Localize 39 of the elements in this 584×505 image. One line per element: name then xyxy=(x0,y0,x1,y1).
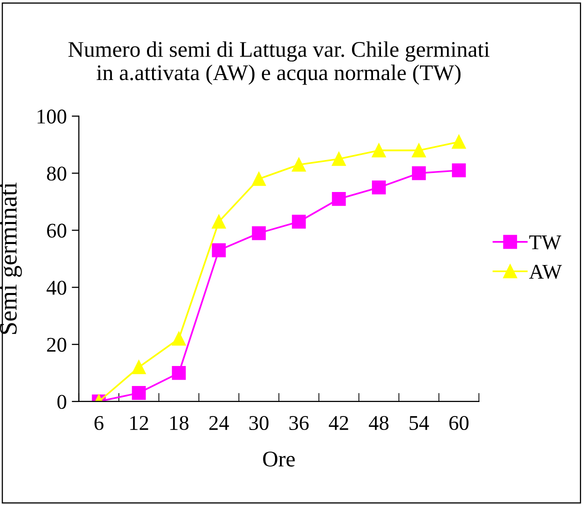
y-axis-title: Semi germinati xyxy=(0,182,22,334)
point xyxy=(252,172,266,186)
legend-label: TW xyxy=(529,236,562,250)
point xyxy=(252,226,266,240)
y-tick-label: 60 xyxy=(47,224,66,238)
point xyxy=(132,360,146,374)
point xyxy=(212,243,226,258)
y-tick-label: 100 xyxy=(38,110,66,124)
point xyxy=(172,332,186,346)
chart-title: Numero di semi di Lattuga var. Chile germinati in a.attivata (AW) e acqua normale (TW) xyxy=(68,41,490,85)
y-tick-label: 40 xyxy=(46,280,66,295)
x-tick-label: 36 xyxy=(289,416,309,430)
point xyxy=(132,386,146,400)
legend-label: AW xyxy=(529,264,562,279)
point xyxy=(412,143,426,158)
point xyxy=(452,134,466,149)
x-tick-label: 12 xyxy=(130,416,148,430)
x-tick-label: 18 xyxy=(170,416,188,430)
x-tick-label: 24 xyxy=(209,416,229,430)
y-tick-label: 0 xyxy=(57,394,66,409)
x-tick-label: 6 xyxy=(94,416,104,430)
point xyxy=(172,366,186,380)
point xyxy=(212,214,226,229)
point xyxy=(292,158,306,172)
x-tick-label: 54 xyxy=(410,416,429,430)
y-tick-label: 80 xyxy=(46,166,66,181)
x-axis-title: Ore xyxy=(263,452,295,467)
point xyxy=(372,180,386,194)
point xyxy=(372,143,386,158)
point xyxy=(332,192,346,206)
x-tick-label: 48 xyxy=(368,416,388,430)
x-tick-label: 30 xyxy=(249,416,268,430)
y-tick-label: 20 xyxy=(47,338,66,352)
point xyxy=(412,166,426,180)
point xyxy=(452,163,466,178)
x-tick-label: 42 xyxy=(328,416,348,430)
point xyxy=(332,152,346,166)
point xyxy=(292,214,306,229)
x-tick-label: 60 xyxy=(449,416,468,430)
